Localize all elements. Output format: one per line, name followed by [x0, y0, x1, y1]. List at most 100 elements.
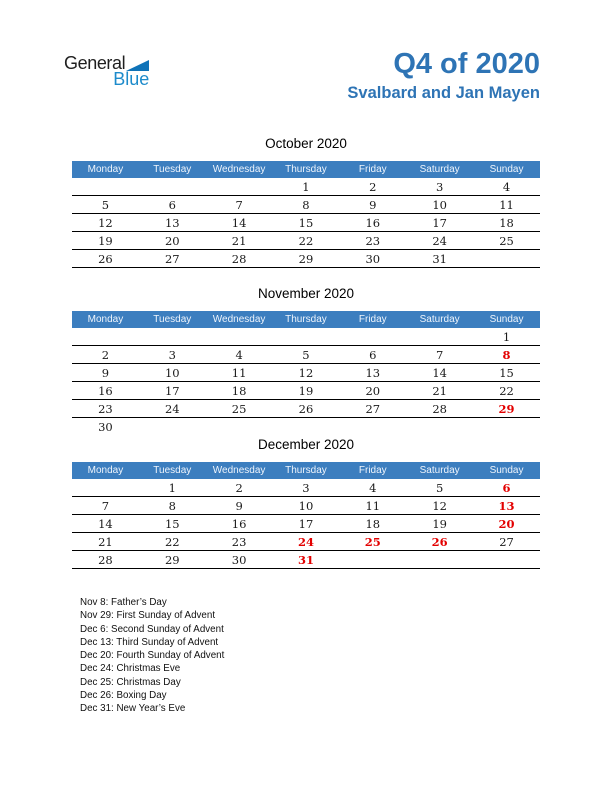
- empty-day-cell: [339, 328, 407, 346]
- weekday-header: Sunday: [473, 462, 540, 479]
- empty-day-cell: [273, 418, 340, 436]
- region-subtitle: Svalbard and Jan Mayen: [347, 84, 540, 102]
- week-row: 26 27 28 29 30 31: [72, 249, 540, 268]
- day-cell: 3: [138, 345, 206, 364]
- day-cell: 17: [138, 381, 206, 400]
- empty-day-cell: [205, 178, 273, 196]
- day-cell: 10: [138, 363, 206, 382]
- day-cell: 24: [406, 231, 474, 250]
- day-cell: 23: [72, 399, 139, 418]
- day-cell: 15: [138, 514, 206, 533]
- day-cell: 29: [138, 550, 206, 569]
- day-cell: 4: [473, 178, 540, 196]
- day-cell: 19: [272, 381, 340, 400]
- day-cell: 2: [205, 479, 273, 497]
- day-cell: 19: [406, 514, 474, 533]
- day-cell: 17: [406, 213, 474, 232]
- week-row: 1: [72, 328, 540, 346]
- day-cell: 30: [205, 550, 273, 569]
- legend-item: Dec 13: Third Sunday of Advent: [80, 636, 219, 648]
- month-title: November 2020: [257, 286, 355, 301]
- general-blue-logo: General Blue: [64, 54, 150, 89]
- week-row: 16 17 18 19 20 21 22: [72, 381, 540, 400]
- weekday-header: Monday: [72, 311, 139, 328]
- legend-item: Dec 26: Boxing Day: [80, 690, 167, 702]
- day-cell: 13: [138, 213, 206, 232]
- day-cell: 25: [205, 399, 273, 418]
- day-cell: 26: [72, 249, 139, 268]
- calendar-table: Monday Tuesday Wednesday Thursday Friday Satu…: [72, 462, 540, 569]
- day-cell: 9: [339, 195, 407, 214]
- day-cell: 21: [72, 532, 139, 551]
- month-title: October 2020: [265, 136, 347, 151]
- day-cell: 23: [339, 231, 407, 250]
- day-cell: 2: [72, 345, 139, 364]
- week-row: 7 8 9 10 11 12 13: [72, 496, 540, 515]
- day-cell: 3: [272, 479, 340, 497]
- day-cell: 8: [473, 345, 540, 364]
- day-cell: 16: [339, 213, 407, 232]
- empty-day-cell: [72, 178, 139, 196]
- day-cell: 4: [205, 345, 273, 364]
- empty-day-cell: [138, 178, 206, 196]
- day-cell: 16: [72, 381, 139, 400]
- day-cell: 27: [339, 399, 407, 418]
- week-row: 21 22 23 24 25 26 27: [72, 532, 540, 551]
- day-cell: 29: [272, 249, 340, 268]
- day-cell: 11: [339, 496, 407, 515]
- weekday-header: Wednesday: [205, 311, 273, 328]
- day-cell: 1: [138, 479, 206, 497]
- day-cell: 15: [272, 213, 340, 232]
- day-cell: 21: [406, 381, 474, 400]
- calendar-october: October 2020 Monday Tuesday Wednesday Thurs…: [72, 136, 540, 268]
- day-cell: 25: [473, 231, 540, 250]
- week-row: 30: [72, 418, 540, 436]
- weekday-header: Monday: [72, 161, 139, 178]
- day-cell: 28: [72, 550, 139, 569]
- quarter-title: Q4 of 2020: [393, 48, 540, 80]
- logo-blue-text: Blue: [113, 69, 150, 89]
- day-cell: 20: [339, 381, 407, 400]
- day-cell: 27: [473, 532, 540, 551]
- day-cell: 1: [473, 328, 540, 346]
- day-cell: 24: [138, 399, 206, 418]
- week-row: 28 29 30 31: [72, 550, 540, 569]
- empty-day-cell: [406, 418, 473, 436]
- empty-day-cell: [139, 418, 206, 436]
- day-cell: 27: [138, 249, 206, 268]
- day-cell: 20: [473, 514, 540, 533]
- day-cell: 1: [272, 178, 340, 196]
- weekday-header-row: Monday Tuesday Wednesday Thursday Friday Satu…: [72, 161, 540, 178]
- day-cell: 4: [339, 479, 407, 497]
- day-cell: 14: [72, 514, 139, 533]
- calendar-table: Monday Tuesday Wednesday Thursday Friday Satu…: [72, 161, 540, 268]
- empty-day-cell: [206, 418, 273, 436]
- weekday-header: Wednesday: [205, 462, 273, 479]
- week-row: 12 13 14 15 16 17 18: [72, 213, 540, 232]
- empty-day-cell: [473, 550, 540, 569]
- calendar-november: November 2020 Monday Tuesday Wednesday Thur…: [72, 286, 540, 435]
- weekday-header: Thursday: [272, 161, 340, 178]
- empty-day-cell: [72, 328, 139, 346]
- day-cell: 5: [72, 195, 139, 214]
- day-cell: 8: [138, 496, 206, 515]
- day-cell: 11: [473, 195, 540, 214]
- day-cell: 2: [339, 178, 407, 196]
- day-cell: 31: [272, 550, 340, 569]
- weekday-header: Friday: [339, 462, 407, 479]
- day-cell: 9: [205, 496, 273, 515]
- weekday-header: Saturday: [406, 311, 474, 328]
- day-cell: 28: [205, 249, 273, 268]
- week-row: 5 6 7 8 9 10 11: [72, 195, 540, 214]
- day-cell: 20: [138, 231, 206, 250]
- day-cell: 15: [473, 363, 540, 382]
- day-cell: 31: [406, 249, 474, 268]
- day-cell: 22: [272, 231, 340, 250]
- day-cell: 8: [272, 195, 340, 214]
- day-cell: 7: [406, 345, 474, 364]
- empty-day-cell: [205, 328, 273, 346]
- legend-item: Dec 31: New Year’s Eve: [80, 703, 186, 715]
- weekday-header: Tuesday: [138, 161, 206, 178]
